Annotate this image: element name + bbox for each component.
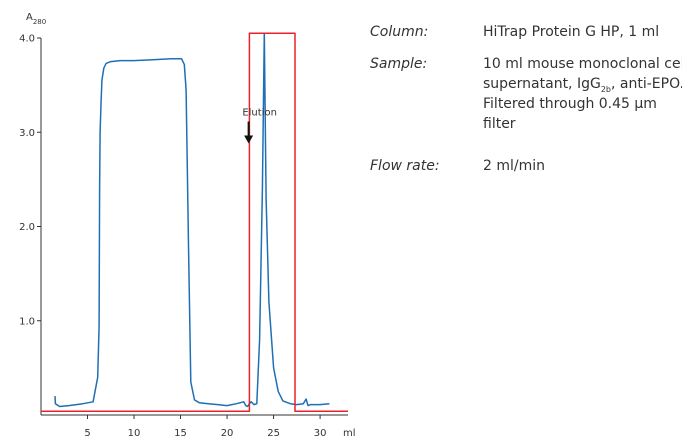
chart-annotations: Elution [242,108,277,144]
chart-series [41,32,348,412]
sample-value-part2: , anti-EPO. Filtered through 0.45 µm fil… [483,76,682,132]
y-tick-label: 3.0 [19,128,35,139]
absorbance-trace-line [54,32,330,408]
chart-axes [40,38,348,416]
y-tick-label: 1.0 [19,316,35,327]
x-tick-label: 25 [267,428,280,439]
x-axis-label: ml [343,428,356,439]
sample-value: 10 ml mouse monoclonal cell supernatant,… [483,54,682,134]
y-tick-label: 4.0 [19,34,35,45]
sample-value-subscript: 2b [600,84,611,94]
flow-rate-label: Flow rate: [370,158,440,174]
column-value: HiTrap Protein G HP, 1 ml [483,24,660,40]
flow-rate-value: 2 ml/min [483,158,546,174]
method-info: Column: HiTrap Protein G HP, 1 ml Sample… [370,22,682,182]
chart-ticks: 1.0 2.0 3.0 4.0 5 10 15 20 25 30 ml A280 [19,12,355,439]
elution-arrow-head [244,135,254,144]
x-tick-label: 15 [174,428,187,439]
elution-fraction-line [41,32,348,412]
sample-value-part1: 10 ml mouse monoclonal cell supernatant,… [483,56,682,92]
x-tick-label: 5 [84,428,90,439]
column-label: Column: [370,24,429,40]
x-tick-label: 30 [314,428,327,439]
x-tick-label: 10 [128,428,141,439]
elution-annotation-label: Elution [242,108,277,119]
y-axis-label-sub: 280 [33,18,46,26]
y-axis-label-main: A [26,12,33,23]
y-tick-label: 2.0 [19,222,35,233]
sample-label: Sample: [370,56,428,72]
y-axis-label: A280 [26,12,46,26]
x-tick-label: 20 [221,428,234,439]
